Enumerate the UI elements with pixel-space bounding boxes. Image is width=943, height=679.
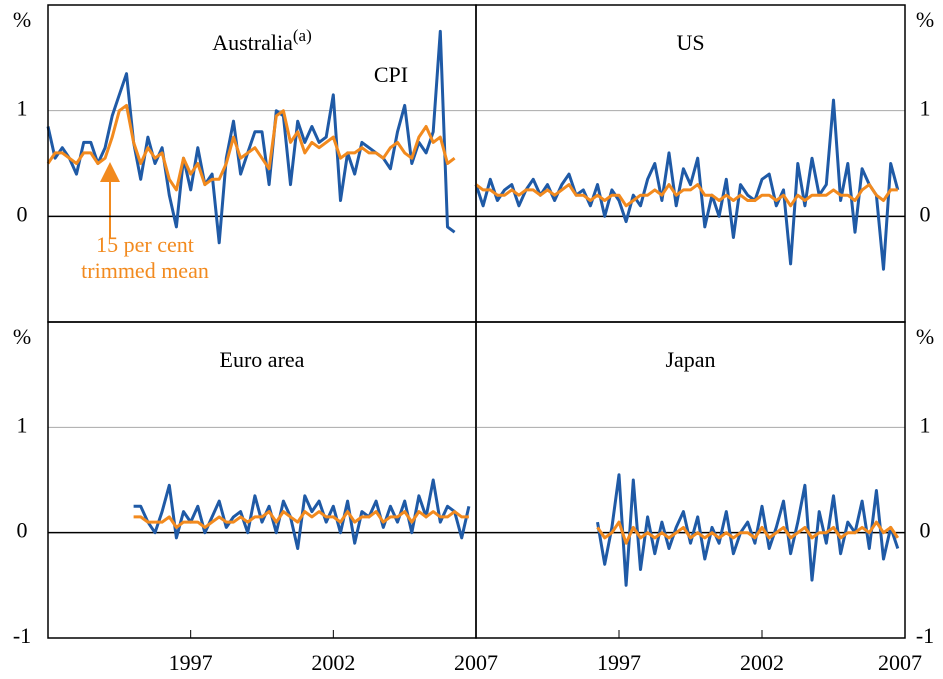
x-tick-label: 2007	[454, 650, 498, 675]
y-tick-label: 0	[17, 201, 28, 226]
title-text: Japan	[665, 347, 715, 372]
series-line	[46, 103, 456, 192]
series-line	[596, 473, 900, 587]
panel-title: Euro area	[220, 347, 305, 372]
panel-title: Japan	[665, 347, 715, 372]
unit-label: %	[916, 324, 934, 349]
x-tick-label: 1997	[169, 650, 213, 675]
panel-frame	[475, 321, 906, 639]
series-line	[46, 29, 456, 245]
panel-title: Australia(a)	[212, 26, 312, 55]
title-text: Euro area	[220, 347, 305, 372]
x-tick-label: 2002	[311, 650, 355, 675]
y-tick-label: 1	[17, 96, 28, 121]
unit-label: %	[13, 324, 31, 349]
y-tick-label: 0	[17, 518, 28, 543]
y-tick-label: 0	[920, 201, 931, 226]
title-text: Australia	[212, 30, 293, 55]
y-tick-label: 0	[920, 518, 931, 543]
x-tick-label: 1997	[597, 650, 641, 675]
y-tick-label: 1	[920, 412, 931, 437]
title-superscript: (a)	[293, 26, 312, 45]
unit-label: %	[916, 7, 934, 32]
x-tick-label: 2007	[878, 650, 922, 675]
title-text: US	[676, 30, 704, 55]
y-tick-label: 1	[920, 96, 931, 121]
series-line	[133, 510, 469, 529]
series-line	[474, 98, 900, 271]
y-tick-label: 1	[17, 412, 28, 437]
series-line	[475, 183, 898, 208]
unit-label: %	[13, 7, 31, 32]
y-tick-label: -1	[916, 623, 934, 648]
x-tick-label: 2002	[740, 650, 784, 675]
series-line	[133, 478, 471, 550]
y-tick-label: -1	[13, 623, 31, 648]
series-label: CPI	[374, 62, 408, 87]
trimmed-mean-label: 15 per cent trimmed mean	[81, 232, 209, 283]
series-line	[596, 520, 900, 545]
panel-title: US	[676, 30, 704, 55]
